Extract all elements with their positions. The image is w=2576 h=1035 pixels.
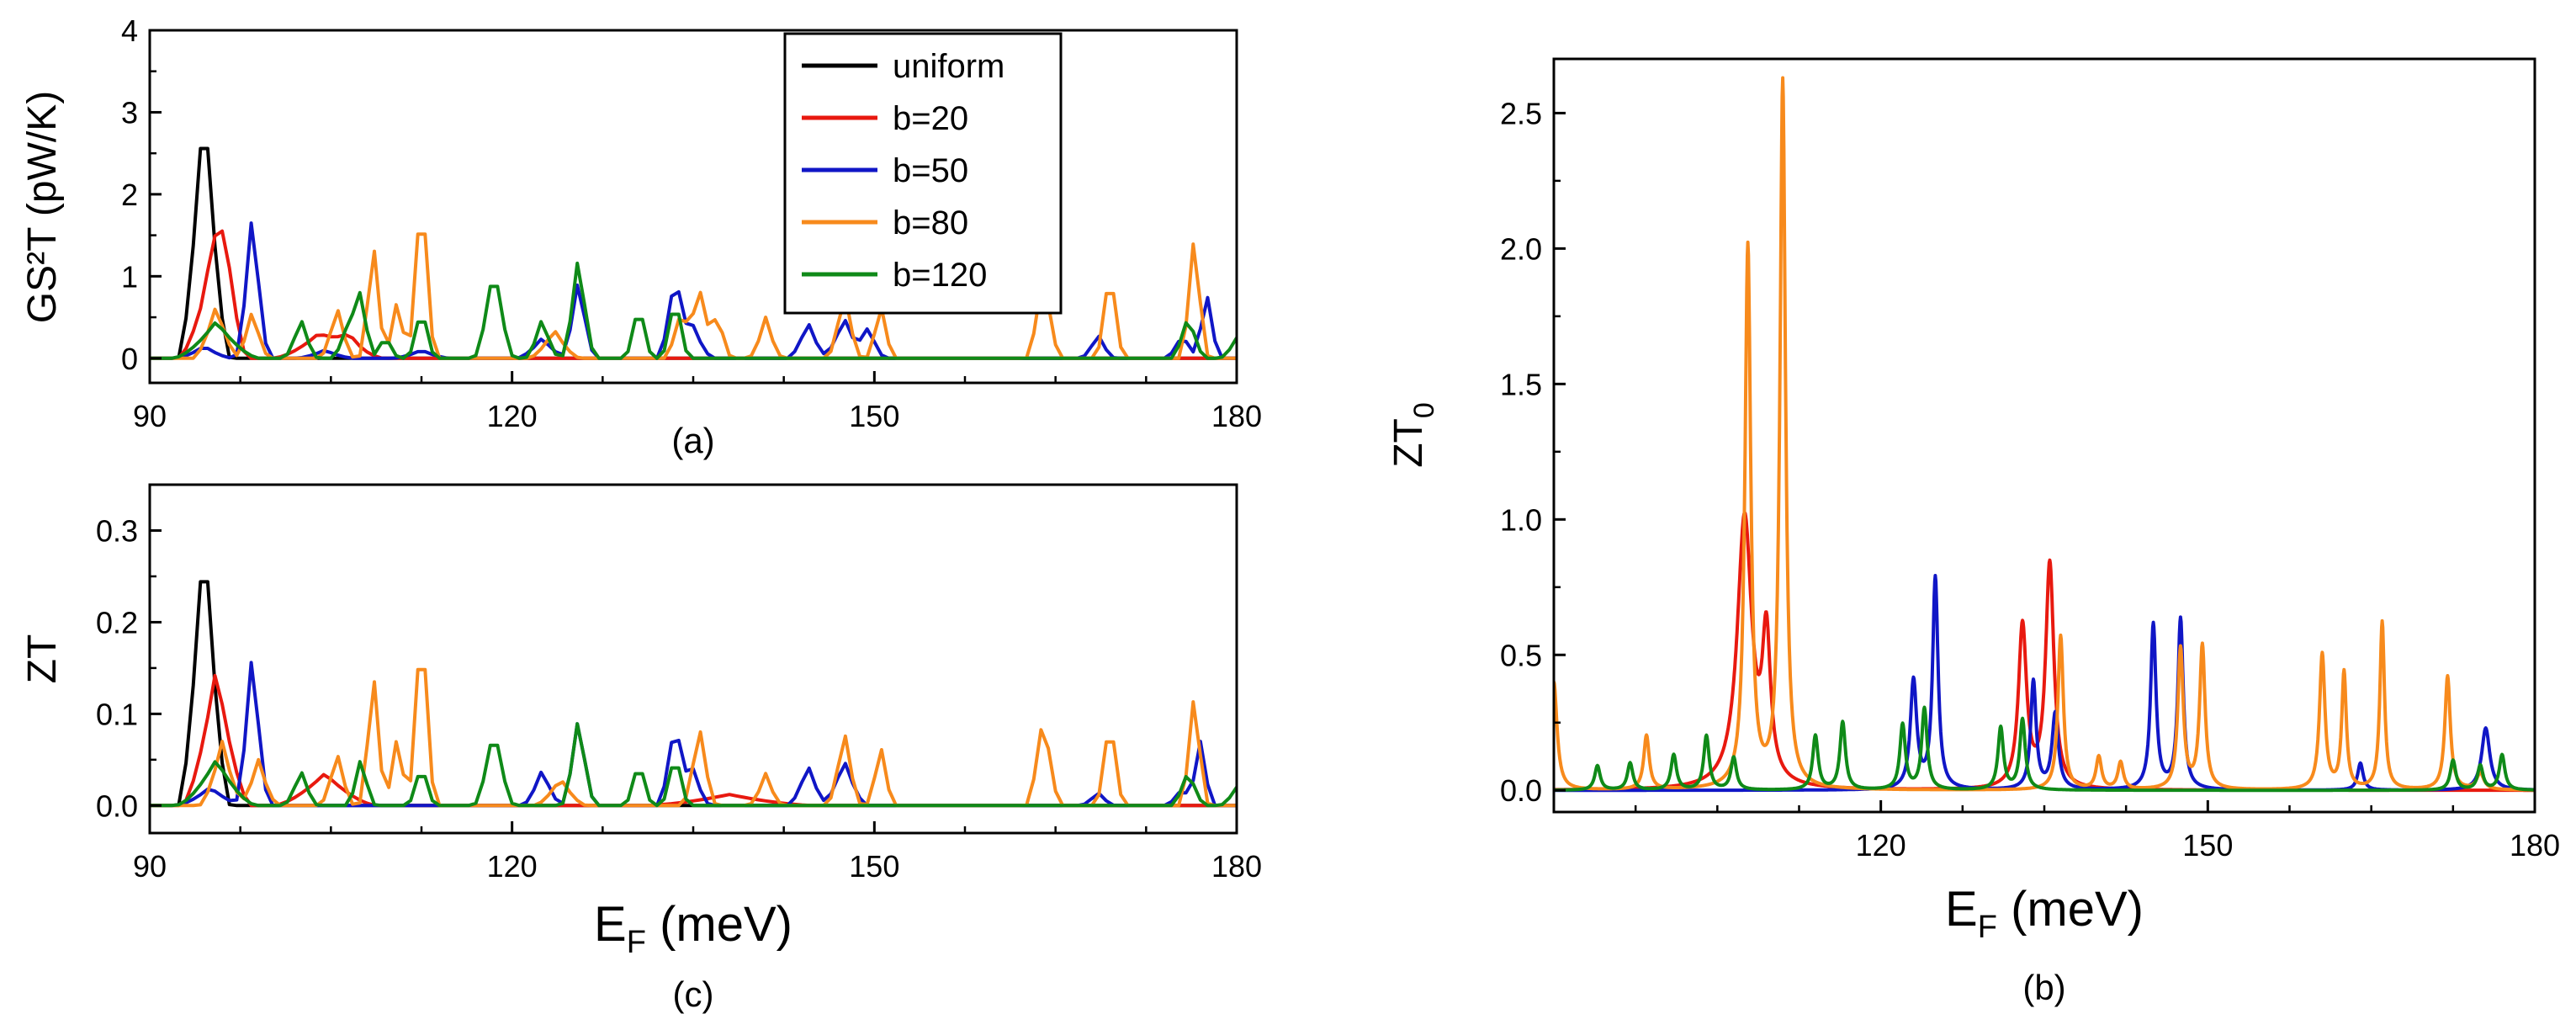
x-tick-label: 180 xyxy=(1211,849,1262,884)
x-tick-label: 150 xyxy=(2182,828,2233,862)
y-tick-label: 1 xyxy=(121,259,138,294)
y-tick-label: 0.1 xyxy=(96,697,138,731)
legend-label: b=50 xyxy=(893,152,968,189)
series-group xyxy=(150,580,1237,808)
legend-label: uniform xyxy=(893,48,1004,85)
series-line-b-120 xyxy=(150,722,1237,808)
y-tick-label: 2.0 xyxy=(1500,231,1542,266)
y-tick-label: 2 xyxy=(121,178,138,212)
series-group xyxy=(150,146,1237,360)
series-group xyxy=(1554,76,2535,793)
series-line-b-80 xyxy=(150,232,1237,360)
y-tick-label: 0.0 xyxy=(1500,773,1542,808)
x-tick-label: 120 xyxy=(1856,828,1906,862)
x-tick-label: 90 xyxy=(133,399,167,433)
y-axis-label: GS²T (pW/K) xyxy=(20,91,65,323)
series-line-b-120 xyxy=(1554,705,2535,793)
panel-label: (a) xyxy=(671,421,714,460)
y-tick-label: 0 xyxy=(121,342,138,376)
panel-label: (b) xyxy=(2022,968,2065,1007)
panel-b: 120 150 180 0.0 0.5 1.0 1.5 2.0 2.5 (b) ZT0 EF (meV… xyxy=(1386,57,2560,1007)
y-tick-label: 1.5 xyxy=(1500,367,1542,401)
series-line-b-50 xyxy=(1554,574,2535,793)
y-tick-label: 0.0 xyxy=(96,788,138,823)
panel-label: (c) xyxy=(673,974,714,1014)
x-tick-label: 90 xyxy=(133,849,167,884)
y-tick-label: 0.3 xyxy=(96,513,138,548)
y-tick-label: 1.0 xyxy=(1500,502,1542,537)
y-axis-label: ZT0 xyxy=(1386,402,1440,468)
x-tick-label: 180 xyxy=(2510,828,2560,862)
y-tick-label: 4 xyxy=(121,13,138,48)
legend-label: b=120 xyxy=(893,257,987,294)
panel-c: 90 120 150 180 0.0 0.1 0.2 0.3 (c) ZT EF (meV) xyxy=(20,483,1262,1014)
legend: uniform b=20 b=50 b=80 b=120 xyxy=(783,32,1063,315)
y-tick-label: 0.5 xyxy=(1500,638,1542,672)
series-line-b-120 xyxy=(150,261,1237,360)
x-tick-label: 150 xyxy=(849,849,899,884)
x-tick-label: 180 xyxy=(1211,399,1262,433)
x-tick-label: 150 xyxy=(849,399,899,433)
legend-label: b=80 xyxy=(893,204,968,242)
series-line-b-80 xyxy=(150,667,1237,808)
legend-box xyxy=(783,32,1063,315)
x-axis-label: EF (meV) xyxy=(1945,882,2144,945)
panel-a: 90 120 150 180 0 1 2 3 4 (a) GS²T (pW/K) uniform b=2… xyxy=(20,13,1262,460)
x-tick-label: 120 xyxy=(487,849,538,884)
series-line-b-80 xyxy=(1554,76,2535,792)
y-tick-label: 3 xyxy=(121,95,138,130)
legend-label: b=20 xyxy=(893,100,968,137)
x-tick-label: 120 xyxy=(487,399,538,433)
y-tick-label: 0.2 xyxy=(96,605,138,640)
y-tick-label: 2.5 xyxy=(1500,96,1542,130)
x-axis-label: EF (meV) xyxy=(594,897,792,960)
y-axis-label: ZT xyxy=(20,634,65,684)
